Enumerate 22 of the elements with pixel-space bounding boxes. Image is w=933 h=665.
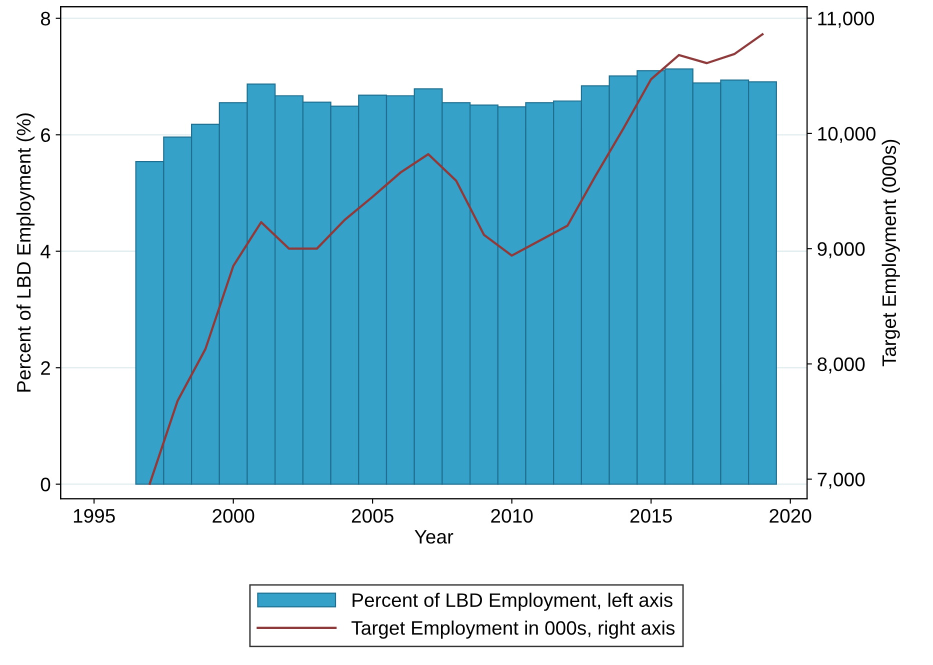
y2-tick-label: 8,000 [818, 357, 865, 374]
y-tick-label: 0 [40, 478, 50, 492]
y2-tick-label: 9,000 [818, 242, 865, 258]
y-axis-title: Percent of LBD Employment (%) [16, 113, 35, 392]
x-tick-label: 2010 [491, 508, 533, 523]
y2-tick-label: 7,000 [818, 472, 865, 489]
legend-label: Percent of LBD Employment, left axis [352, 592, 672, 611]
y-tick-label: 6 [41, 128, 50, 142]
x-axis-title: Year [414, 530, 454, 544]
x-tick-label: 1995 [74, 508, 115, 523]
line-series [148, 33, 764, 485]
x-tick-label: 2020 [770, 508, 812, 523]
x-tick-label: 2000 [212, 508, 254, 523]
y-tick-label: 4 [40, 244, 50, 258]
y-tick-label: 8 [40, 12, 50, 26]
y-tick-label: 2 [41, 361, 50, 375]
y2-axis-title: Target Employment (000s) [882, 140, 900, 366]
x-tick-label: 2015 [630, 508, 672, 523]
x-tick-label: 2005 [352, 508, 394, 523]
y2-tick-label: 11,000 [818, 12, 874, 28]
y2-tick-label: 10,000 [818, 126, 876, 143]
legend-label: Target Employment in 000s, right axis [352, 620, 675, 639]
